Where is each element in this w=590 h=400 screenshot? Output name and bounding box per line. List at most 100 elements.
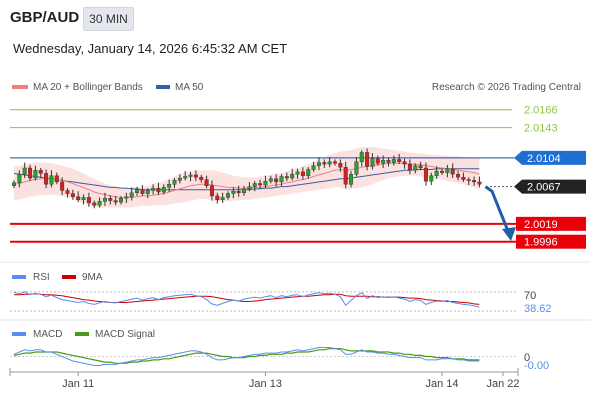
candle-body <box>161 187 166 193</box>
resistance-label: 2.0166 <box>524 105 558 117</box>
candle-body <box>354 161 359 175</box>
candle-body <box>65 190 70 194</box>
timeframe-button[interactable]: 30 MIN <box>83 7 134 31</box>
candle-body <box>145 190 150 194</box>
candle-body <box>418 165 423 169</box>
ma20-line <box>13 162 480 198</box>
candle-body <box>466 179 471 181</box>
macd-legend-swatch <box>12 332 26 336</box>
x-axis-tick-label: Jan 22 <box>486 378 519 390</box>
candle-body <box>151 187 156 191</box>
macd-line <box>13 347 480 366</box>
candle-body <box>81 197 86 200</box>
candle-body <box>381 159 386 164</box>
candle-body <box>268 178 273 182</box>
candle-body <box>33 170 38 179</box>
candle-body <box>327 161 332 165</box>
candle-body <box>209 185 214 197</box>
chart-header: GBP/AUD 30 MIN <box>0 0 590 36</box>
macd-signal-line <box>13 348 480 364</box>
candle-body <box>391 159 396 163</box>
ma50-line <box>13 168 480 191</box>
candle-body <box>188 174 193 177</box>
candle-body <box>156 187 161 193</box>
rsi-value-label: 38.62 <box>524 303 552 315</box>
forecast-arrow <box>484 185 516 242</box>
candle-body <box>204 179 209 187</box>
price-levels <box>10 109 516 243</box>
candle-body <box>177 177 182 181</box>
candle-body <box>284 176 289 179</box>
macd-legend: MACD MACD Signal <box>12 329 155 340</box>
candle-body <box>183 176 188 179</box>
candle-body <box>322 162 327 165</box>
candle-body <box>102 198 107 202</box>
ma20-legend-label: MA 20 + Bollinger Bands <box>33 82 143 93</box>
candle-body <box>429 175 434 182</box>
candle-body <box>199 177 204 180</box>
candle-body <box>402 161 407 165</box>
candle-body <box>306 169 311 176</box>
candle-body <box>17 173 22 183</box>
forecast-arrow-line <box>484 185 510 232</box>
candle-body <box>445 168 450 173</box>
candle-body <box>118 198 123 203</box>
candle-body <box>252 183 257 187</box>
rsi-legend-swatch <box>12 275 26 279</box>
candle-body <box>263 180 268 186</box>
candle-body <box>413 165 418 171</box>
timestamp: Wednesday, January 14, 2026 6:45:32 AM C… <box>13 41 288 56</box>
current-price-label: 2.0067 <box>527 182 561 194</box>
price-legend: MA 20 + Bollinger Bands MA 50 Research ©… <box>12 82 581 93</box>
macd-tick-0: 0 <box>524 352 530 364</box>
rsi-ma-legend-label: 9MA <box>82 272 103 283</box>
candle-body <box>295 171 300 175</box>
pivot-tag <box>514 150 586 165</box>
candlesticks <box>11 148 482 209</box>
candle-body <box>129 192 134 197</box>
candle-body <box>215 195 220 200</box>
rsi-legend: RSI 9MA <box>12 272 103 283</box>
candle-body <box>365 152 370 167</box>
forecast-arrow-head <box>502 227 516 242</box>
candle-body <box>300 171 305 176</box>
candle-body <box>220 197 225 200</box>
candle-body <box>386 159 391 163</box>
rsi-ma-legend-swatch <box>62 275 76 279</box>
candle-body <box>274 178 279 183</box>
candle-body <box>60 181 65 191</box>
support-label: 1.9996 <box>524 237 558 249</box>
candle-body <box>54 175 59 183</box>
current-price-tag <box>514 179 586 194</box>
macd-signal-legend-label: MACD Signal <box>95 329 155 340</box>
macd-legend-label: MACD <box>33 329 62 340</box>
candle-body <box>135 189 140 193</box>
candle-body <box>172 180 177 185</box>
x-axis-tick-label: Jan 14 <box>425 378 458 390</box>
candle-body <box>236 191 241 194</box>
candle-body <box>28 167 33 179</box>
candle-body <box>434 170 439 176</box>
candle-body <box>167 184 172 188</box>
candle-body <box>49 175 54 185</box>
candle-body <box>86 197 91 204</box>
candle-body <box>140 189 145 194</box>
support-tag <box>516 216 586 231</box>
candle-body <box>349 173 354 185</box>
bollinger-band <box>14 147 480 208</box>
candle-body <box>113 200 118 203</box>
candle-body <box>242 188 247 194</box>
rsi-legend-label: RSI <box>33 272 50 283</box>
candle-body <box>359 152 364 162</box>
ma20-legend-swatch <box>12 85 28 89</box>
candle-body <box>343 166 348 185</box>
candle-body <box>311 165 316 170</box>
candle-body <box>370 158 375 167</box>
candle-body <box>38 170 43 174</box>
candle-body <box>247 186 252 190</box>
candle-body <box>456 173 461 178</box>
candle-body <box>423 167 428 182</box>
pivot-label: 2.0104 <box>527 153 561 165</box>
candle-body <box>440 170 445 173</box>
macd-signal-legend-swatch <box>75 332 89 336</box>
